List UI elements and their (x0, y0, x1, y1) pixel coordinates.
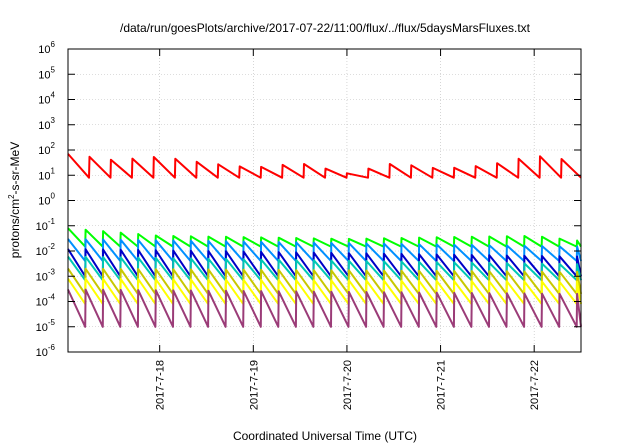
y-tick-base: 10 (38, 170, 50, 182)
y-axis-label-sup: 2 (7, 194, 16, 199)
x-tick-label: 2017-7-22 (529, 360, 541, 410)
y-tick-base: 10 (36, 246, 48, 258)
y-tick-exponent: -2 (48, 242, 56, 251)
y-tick-base: 10 (38, 196, 50, 208)
y-tick-label: 103 (38, 116, 55, 132)
series-line-1 (67, 153, 582, 179)
y-axis-label: protons/cm2-s-sr-MeV (7, 142, 22, 258)
x-tick-label: 2017-7-21 (436, 360, 448, 410)
y-tick-base: 10 (38, 44, 50, 56)
y-tick-base: 10 (38, 95, 50, 107)
y-tick-label: 106 (38, 40, 55, 56)
y-tick-label: 10-5 (36, 318, 56, 334)
series-line-8 (67, 288, 582, 328)
y-tick-label: 105 (38, 65, 55, 81)
y-tick-exponent: 1 (51, 166, 56, 175)
y-ticks: 10-610-510-410-310-210-11001011021031041… (36, 40, 581, 359)
x-tick-label: 2017-7-18 (155, 360, 167, 410)
x-tick-label: 2017-7-19 (248, 360, 260, 410)
series-line-3 (67, 238, 582, 262)
y-tick-label: 10-1 (36, 217, 56, 233)
y-axis-label-tail: -s-sr-MeV (8, 142, 22, 195)
y-tick-label: 10-2 (36, 242, 56, 258)
y-tick-base: 10 (36, 347, 48, 359)
y-tick-base: 10 (38, 69, 50, 81)
y-tick-label: 100 (38, 192, 55, 208)
y-tick-base: 10 (36, 221, 48, 233)
y-tick-label: 10-3 (36, 267, 56, 283)
y-tick-base: 10 (36, 322, 48, 334)
y-tick-exponent: 3 (51, 116, 56, 125)
y-tick-label: 104 (38, 91, 55, 107)
y-tick-exponent: -5 (48, 318, 56, 327)
y-tick-exponent: 4 (51, 91, 56, 100)
y-tick-label: 10-6 (36, 343, 56, 359)
chart-title: /data/run/goesPlots/archive/2017-07-22/1… (120, 21, 531, 35)
y-tick-exponent: 6 (51, 40, 56, 49)
y-tick-label: 102 (38, 141, 55, 157)
y-tick-base: 10 (36, 271, 48, 283)
y-tick-exponent: 0 (51, 192, 56, 201)
y-axis-label-main: protons/cm (8, 199, 22, 258)
y-tick-exponent: -4 (48, 293, 56, 302)
y-tick-exponent: 5 (51, 65, 56, 74)
y-tick-exponent: -3 (48, 267, 56, 276)
y-tick-base: 10 (38, 120, 50, 132)
series-layer (67, 153, 582, 328)
y-tick-exponent: -1 (48, 217, 56, 226)
y-tick-base: 10 (38, 145, 50, 157)
y-tick-exponent: -6 (48, 343, 56, 352)
x-axis-label: Coordinated Universal Time (UTC) (233, 429, 417, 443)
y-tick-base: 10 (36, 297, 48, 309)
y-tick-label: 101 (38, 166, 55, 182)
y-tick-label: 10-4 (36, 293, 56, 309)
x-ticks: 2017-7-18 2017-7-19 2017-7-20 2017-7-21 2017… (155, 49, 541, 410)
x-tick-label: 2017-7-20 (342, 360, 354, 410)
y-tick-exponent: 2 (51, 141, 56, 150)
series-line-2 (67, 227, 582, 248)
